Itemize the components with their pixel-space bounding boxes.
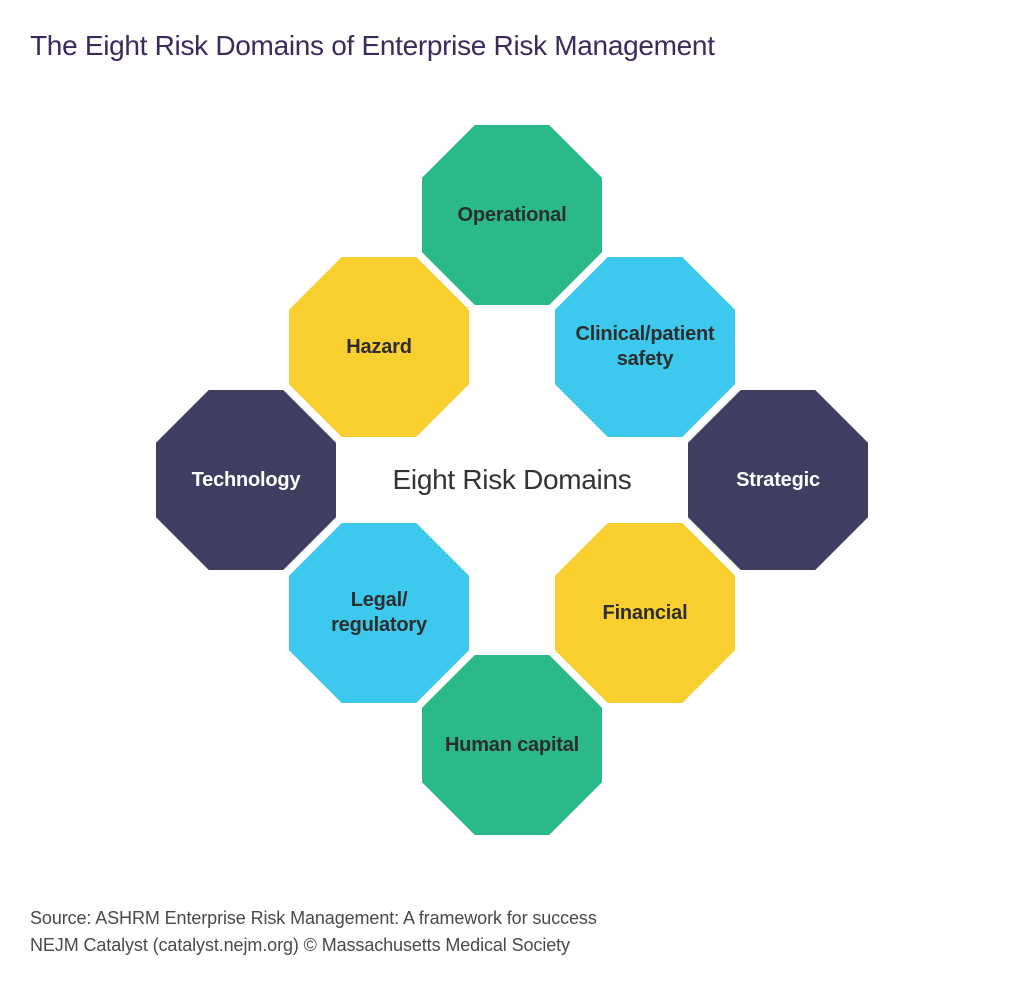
octagon-legal: Legal/ regulatory — [289, 523, 469, 703]
octagon-technology: Technology — [156, 390, 336, 570]
octagon-label-strategic: Strategic — [720, 468, 836, 493]
footer: Source: ASHRM Enterprise Risk Management… — [30, 908, 597, 962]
octagon-hazard: Hazard — [289, 257, 469, 437]
risk-domains-diagram: Eight Risk Domains Operational Clinical/p… — [0, 110, 1024, 890]
octagon-financial: Financial — [555, 523, 735, 703]
octagon-label-hazard: Hazard — [330, 335, 428, 360]
octagon-label-legal: Legal/ regulatory — [289, 588, 469, 638]
octagon-operational: Operational — [422, 125, 602, 305]
page-title: The Eight Risk Domains of Enterprise Ris… — [30, 30, 715, 62]
octagon-human-capital: Human capital — [422, 655, 602, 835]
octagon-label-financial: Financial — [587, 601, 704, 626]
octagon-label-human-capital: Human capital — [429, 733, 595, 758]
octagon-label-technology: Technology — [176, 468, 317, 493]
octagon-label-operational: Operational — [442, 203, 583, 228]
footer-source: Source: ASHRM Enterprise Risk Management… — [30, 908, 597, 929]
diagram-center-label: Eight Risk Domains — [372, 460, 652, 500]
footer-attribution: NEJM Catalyst (catalyst.nejm.org) © Mass… — [30, 935, 597, 956]
octagon-clinical: Clinical/patient safety — [555, 257, 735, 437]
octagon-strategic: Strategic — [688, 390, 868, 570]
octagon-label-clinical: Clinical/patient safety — [555, 322, 735, 372]
